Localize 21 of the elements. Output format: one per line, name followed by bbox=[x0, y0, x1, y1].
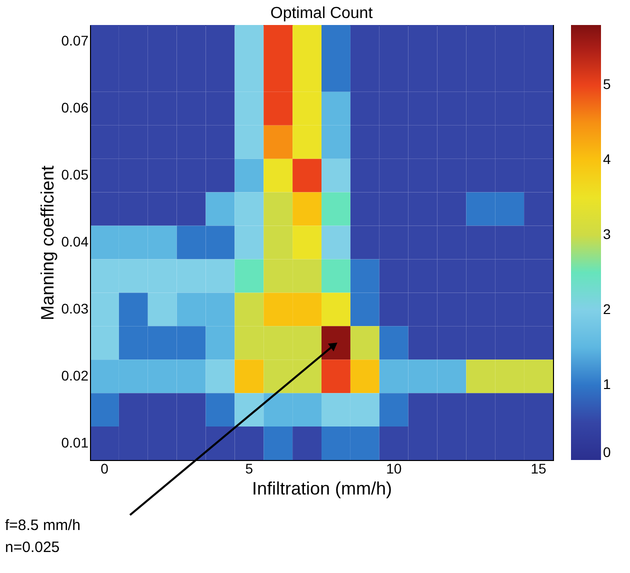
x-axis-title: Infiltration (mm/h) bbox=[252, 478, 392, 498]
y-tick-label: 0.03 bbox=[61, 300, 89, 316]
y-tick-label: 0.05 bbox=[61, 166, 89, 183]
color-bar-label: 5 bbox=[603, 76, 611, 92]
color-bar-label: 0 bbox=[603, 444, 611, 460]
y-axis-title: Manning coefficient bbox=[37, 166, 58, 320]
color-bar-label: 4 bbox=[603, 151, 611, 167]
x-tick-label: 10 bbox=[386, 460, 402, 476]
y-tick-label: 0.06 bbox=[61, 100, 89, 116]
y-tick-label: 0.07 bbox=[61, 32, 89, 49]
y-tick-label: 0.02 bbox=[61, 367, 89, 384]
x-tick-label: 5 bbox=[245, 460, 254, 476]
chart-title: Optimal Count bbox=[270, 5, 374, 22]
color-bar-label: 3 bbox=[603, 226, 611, 242]
y-tick-label: 0.01 bbox=[61, 434, 89, 450]
x-tick-label: 15 bbox=[530, 460, 547, 476]
text: f=8.5 mm/h n=0.025 bbox=[5, 517, 80, 556]
color-bar-label: 2 bbox=[603, 301, 611, 317]
x-tick-label: 0 bbox=[100, 460, 109, 476]
y-tick-label: 0.04 bbox=[61, 234, 89, 250]
color-bar-label: 1 bbox=[603, 376, 611, 392]
